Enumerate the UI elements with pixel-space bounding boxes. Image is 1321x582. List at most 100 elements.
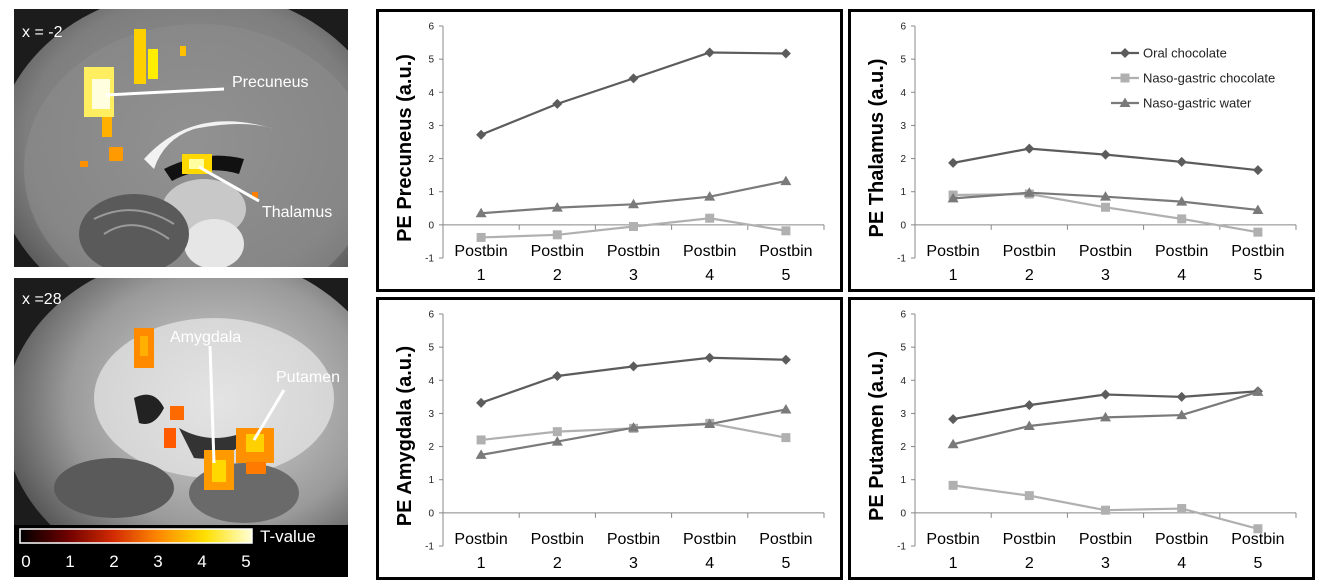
data-point-square: [1253, 524, 1263, 534]
x-tick-label: Postbin 3: [607, 531, 660, 572]
y-tick-label: 5: [900, 55, 906, 66]
brain-slice-bottom-image: x =28 Amygdala Putamen: [14, 278, 348, 525]
data-point-diamond: [780, 48, 791, 59]
data-point-square: [705, 213, 715, 223]
y-tick-label: 1: [900, 187, 906, 198]
x-tick-label: Postbin 5: [759, 243, 812, 284]
brain-slice-bottom: x =28 Amygdala Putamen: [14, 278, 348, 525]
brain-slice-top-image: x = -2 Precuneus Thalamus: [14, 9, 348, 267]
chart-precuneus-svg: -1 0 1 2 3 4 5 6 Postbin 1 Postbin 2 Postbin 3 Postbin…: [394, 22, 825, 284]
data-point-triangle: [628, 198, 639, 209]
chart-putamen-svg: -1 0 1 2 3 4 5 6 Postbin 1 Postbin 2 Postbin 3 Postbin…: [866, 310, 1297, 572]
brain-slice-top: x = -2 Precuneus Thalamus: [14, 9, 348, 267]
data-point-triangle: [475, 207, 487, 218]
colorbar-tick-label: 4: [197, 552, 206, 571]
colorbar-legend: 0 1 2 3 4 5 T-value: [14, 525, 348, 577]
data-point-diamond: [1024, 143, 1035, 154]
x-tick-label: Postbin 3: [1079, 531, 1132, 572]
y-tick-label: 4: [900, 376, 906, 387]
data-point-diamond: [780, 354, 791, 365]
y-tick-label: 0: [900, 220, 906, 231]
data-point-square: [629, 222, 638, 232]
series-oral-chocolate: [476, 352, 791, 408]
region-label-precuneus: Precuneus: [232, 74, 309, 91]
data-point-triangle: [704, 418, 716, 429]
data-point-diamond: [704, 47, 715, 58]
y-tick-label: 3: [428, 409, 434, 420]
y-tick-label: 3: [428, 121, 434, 132]
colorbar-label: T-value: [260, 527, 316, 546]
y-tick-label: 2: [428, 154, 434, 165]
series-line: [481, 180, 787, 215]
chart-amygdala-svg: -1 0 1 2 3 4 5 6 Postbin 1 Postbin 2 Postbin 3 Postbin…: [394, 310, 825, 572]
series-oral-chocolate: [476, 47, 791, 140]
data-point-square: [781, 226, 791, 236]
series-naso-gastric-chocolate: [476, 213, 791, 242]
chart-legend: Oral chocolate Naso-gastric chocolate Naso…: [1111, 46, 1275, 111]
data-point-diamond: [1176, 391, 1187, 402]
y-tick-label: 4: [428, 88, 434, 99]
data-point-triangle: [1023, 187, 1035, 197]
y-tick-label: 6: [900, 310, 906, 321]
series-naso-gastric-water: [947, 187, 1264, 214]
y-tick-label: 5: [428, 343, 434, 354]
data-point-triangle: [780, 175, 792, 186]
series-naso-gastric-chocolate: [948, 480, 1263, 534]
data-point-square: [948, 480, 958, 490]
chart-panel-precuneus: -1 0 1 2 3 4 5 6 Postbin 1 Postbin 2 Postbin 3 Postbin…: [376, 9, 843, 292]
x-tick-label: Postbin 2: [1003, 531, 1056, 572]
y-tick-label: -1: [425, 254, 434, 265]
data-point-diamond: [476, 129, 487, 140]
y-tick-label: 1: [428, 475, 434, 486]
chart-panel-amygdala: -1 0 1 2 3 4 5 6 Postbin 1 Postbin 2 Postbin 3 Postbin…: [376, 297, 843, 580]
series-line: [480, 51, 786, 136]
data-point-square: [1253, 227, 1263, 237]
y-tick-label: 4: [900, 88, 906, 99]
x-tick-label: Postbin 2: [531, 531, 584, 572]
y-tick-label: 0: [428, 220, 434, 231]
series-naso-gastric-water: [475, 403, 792, 459]
x-tick-label: Postbin 4: [683, 531, 736, 572]
x-tick-label: Postbin 2: [531, 243, 584, 284]
y-tick-label: 5: [428, 55, 434, 66]
data-point-diamond: [1120, 48, 1130, 58]
data-point-square: [476, 435, 486, 445]
colorbar-tick-label: 5: [241, 552, 250, 571]
data-point-square: [1101, 202, 1110, 212]
data-point-triangle: [1176, 196, 1188, 206]
y-axis-label: PE Precuneus (a.u.): [394, 54, 416, 242]
chart-panel-putamen: -1 0 1 2 3 4 5 6 Postbin 1 Postbin 2 Postbin 3 Postbin…: [848, 297, 1315, 580]
data-point-diamond: [1100, 149, 1111, 160]
colorbar-tick-label: 2: [109, 552, 118, 571]
data-point-triangle: [1119, 97, 1131, 107]
y-tick-label: 5: [900, 343, 906, 354]
data-point-diamond: [1252, 165, 1263, 176]
data-point-square: [1177, 504, 1187, 514]
chart-panel-thalamus: -1 0 1 2 3 4 5 6 Postbin 1 Postbin 2 Postbin 3 Postbin…: [848, 9, 1315, 292]
x-tick-label: Postbin 3: [1079, 243, 1132, 284]
data-point-triangle: [704, 191, 716, 201]
y-tick-label: -1: [425, 542, 434, 553]
region-label-thalamus: Thalamus: [262, 204, 332, 221]
y-axis-label: PE Putamen (a.u.): [866, 351, 888, 521]
data-point-square: [1101, 505, 1110, 515]
y-tick-label: 2: [900, 154, 906, 165]
data-point-diamond: [948, 157, 959, 168]
data-point-triangle: [780, 403, 792, 414]
y-tick-label: 1: [900, 475, 906, 486]
data-point-diamond: [1100, 389, 1111, 400]
colorbar-tick-label: 1: [65, 552, 74, 571]
series-oral-chocolate: [948, 143, 1263, 176]
y-tick-label: 0: [428, 508, 434, 519]
region-label-amygdala: Amygdala: [170, 329, 241, 346]
brain-images-column: x = -2 Precuneus Thalamus: [0, 0, 376, 577]
data-point-triangle: [551, 436, 563, 446]
data-point-triangle: [475, 449, 487, 459]
data-point-diamond: [704, 352, 715, 363]
colorbar-gradient: [19, 528, 253, 544]
data-point-triangle: [947, 192, 959, 203]
y-tick-label: 0: [900, 508, 906, 519]
data-point-diamond: [628, 361, 639, 372]
data-point-square: [476, 232, 486, 242]
y-tick-label: 6: [428, 22, 434, 33]
